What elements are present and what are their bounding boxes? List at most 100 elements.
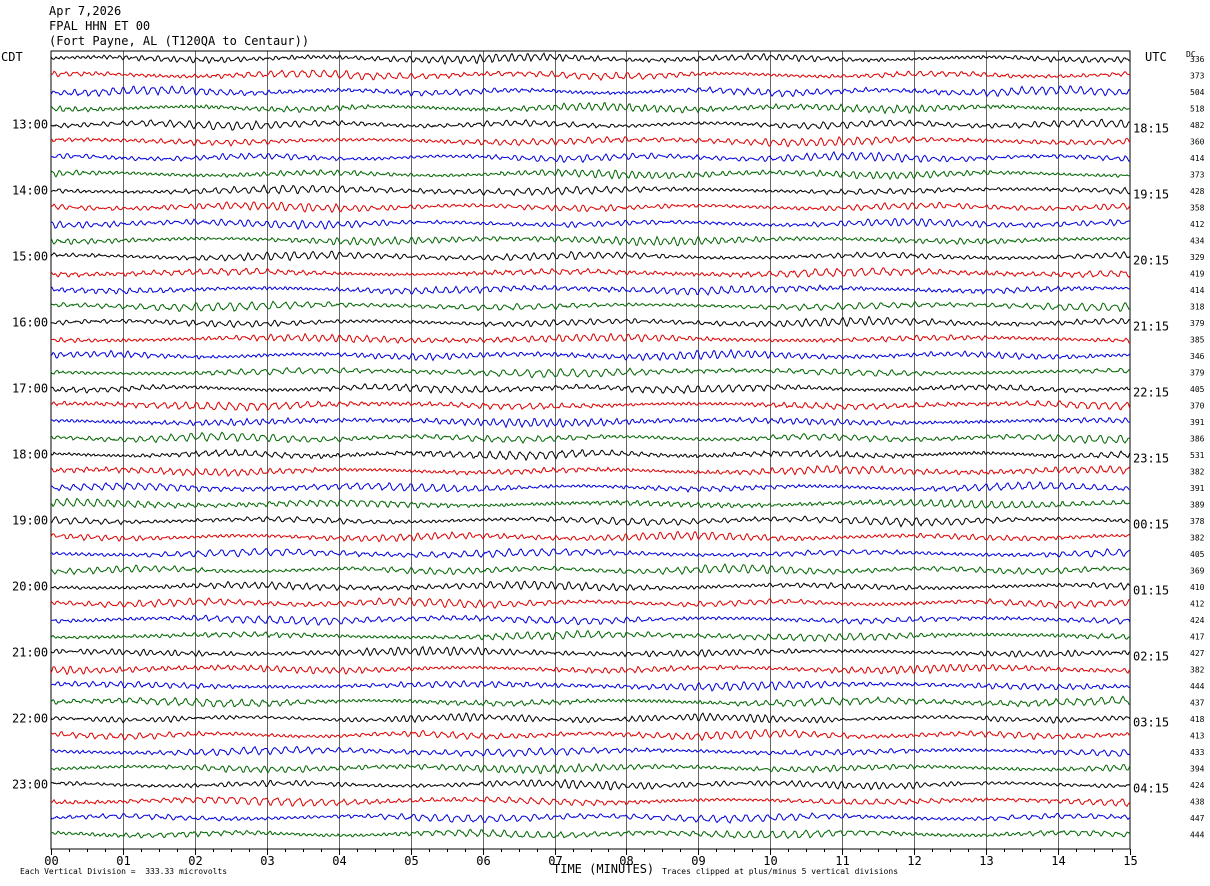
x-tick-label: 14 [1051,854,1065,868]
dc-offset-label: 405 [1190,385,1205,394]
dc-offset-label: 410 [1190,583,1205,592]
trace-line [50,812,1131,824]
dc-offset-label: 389 [1190,501,1205,510]
dc-offset-label: 412 [1190,220,1205,229]
x-tick-label: 03 [260,854,274,868]
trace-line [50,150,1131,164]
scale-note: Each Vertical Division = 333.33 microvol… [20,867,228,876]
trace-line [50,645,1131,658]
dc-offset-label: 373 [1190,72,1205,81]
trace-line [50,796,1131,808]
trace-line [50,530,1131,543]
header-station: FPAL HHN ET 00 [49,19,151,33]
dc-offset-label: 382 [1190,534,1205,543]
left-hour-label: 19:00 [12,514,48,528]
x-tick-label: 11 [835,854,849,868]
x-tick-label: 15 [1123,854,1137,868]
dc-offset-label: 379 [1190,369,1205,378]
dc-offset-label: 385 [1190,336,1205,345]
trace-line [50,481,1131,493]
dc-offset-label: 358 [1190,204,1205,213]
x-tick-label: 09 [691,854,705,868]
right-hour-label: 23:15 [1133,452,1169,466]
dc-offset-label: 394 [1190,765,1205,774]
dc-offset-label: 346 [1190,352,1205,361]
trace-line [51,332,1131,344]
dc-offset-label: 419 [1190,270,1205,279]
dc-offset-label: 437 [1190,699,1205,708]
dc-offset-label: 336 [1190,55,1205,64]
trace-line [50,284,1131,296]
trace-line [50,348,1131,362]
trace-line [51,778,1131,791]
dc-offset-label: 378 [1190,517,1205,526]
dc-label: DC [1186,50,1196,59]
x-tick-label: 01 [116,854,130,868]
dc-offset-label: 428 [1190,187,1205,196]
dc-offset-label: 329 [1190,253,1205,262]
trace-line [50,315,1131,329]
trace-line [50,745,1131,758]
trace-line [50,547,1131,559]
trace-line [50,235,1131,247]
dc-offset-label: 417 [1190,633,1205,642]
right-timezone-label: UTC [1145,50,1167,64]
dc-offset-label: 447 [1190,814,1205,823]
dc-offset-label: 424 [1190,781,1205,790]
x-tick-label: 06 [476,854,490,868]
dc-offset-label: 360 [1190,138,1205,147]
trace-line [50,52,1131,65]
dc-offset-label: 370 [1190,402,1205,411]
left-hour-label: 21:00 [12,646,48,660]
trace-line [50,416,1131,429]
dc-offset-label: 369 [1190,567,1205,576]
right-hour-label: 01:15 [1133,584,1169,598]
left-timezone-label: CDT [1,50,23,64]
dc-offset-label: 414 [1190,154,1205,163]
right-hour-label: 00:15 [1133,518,1169,532]
trace-line [50,168,1131,181]
trace-line [51,69,1130,82]
right-hour-label: 21:15 [1133,320,1169,334]
trace-line [50,101,1131,115]
trace-line [50,300,1131,313]
dc-offset-label: 382 [1190,468,1205,477]
trace-line [50,563,1131,576]
x-tick-label: 07 [548,854,562,868]
left-hour-label: 20:00 [12,580,48,594]
dc-offset-label: 504 [1190,88,1205,97]
dc-offset-label: 413 [1190,732,1205,741]
left-hour-label: 16:00 [12,316,48,330]
trace-line [50,85,1131,98]
dc-offset-label: 405 [1190,550,1205,559]
dc-offset-label: 438 [1190,798,1205,807]
x-tick-label: 04 [332,854,346,868]
trace-line [50,695,1131,708]
trace-line [50,629,1131,643]
dc-offset-label: 318 [1190,303,1205,312]
header-location: (Fort Payne, AL (T120QA to Centaur)) [49,34,310,48]
left-hour-label: 14:00 [12,184,48,198]
dc-offset-label: 434 [1190,237,1205,246]
dc-offset-label: 373 [1190,171,1205,180]
dc-offset-label: 382 [1190,666,1205,675]
dc-offset-label: 379 [1190,319,1205,328]
trace-line [50,597,1131,610]
dc-offset-label: 418 [1190,715,1205,724]
x-tick-label: 02 [188,854,202,868]
right-hour-label: 04:15 [1133,782,1169,796]
x-tick-label: 00 [44,854,58,868]
right-hour-label: 22:15 [1133,386,1169,400]
trace-line [50,663,1131,676]
trace-line [50,399,1131,412]
trace-line [50,135,1131,148]
left-hour-label: 13:00 [12,118,48,132]
left-hour-label: 23:00 [12,778,48,792]
dc-offset-label: 444 [1190,682,1205,691]
dc-offset-label: 444 [1190,831,1205,840]
trace-line [50,201,1131,214]
clip-note: Traces clipped at plus/minus 5 vertical … [662,867,899,876]
dc-offset-label: 386 [1190,435,1205,444]
x-tick-label: 08 [619,854,633,868]
